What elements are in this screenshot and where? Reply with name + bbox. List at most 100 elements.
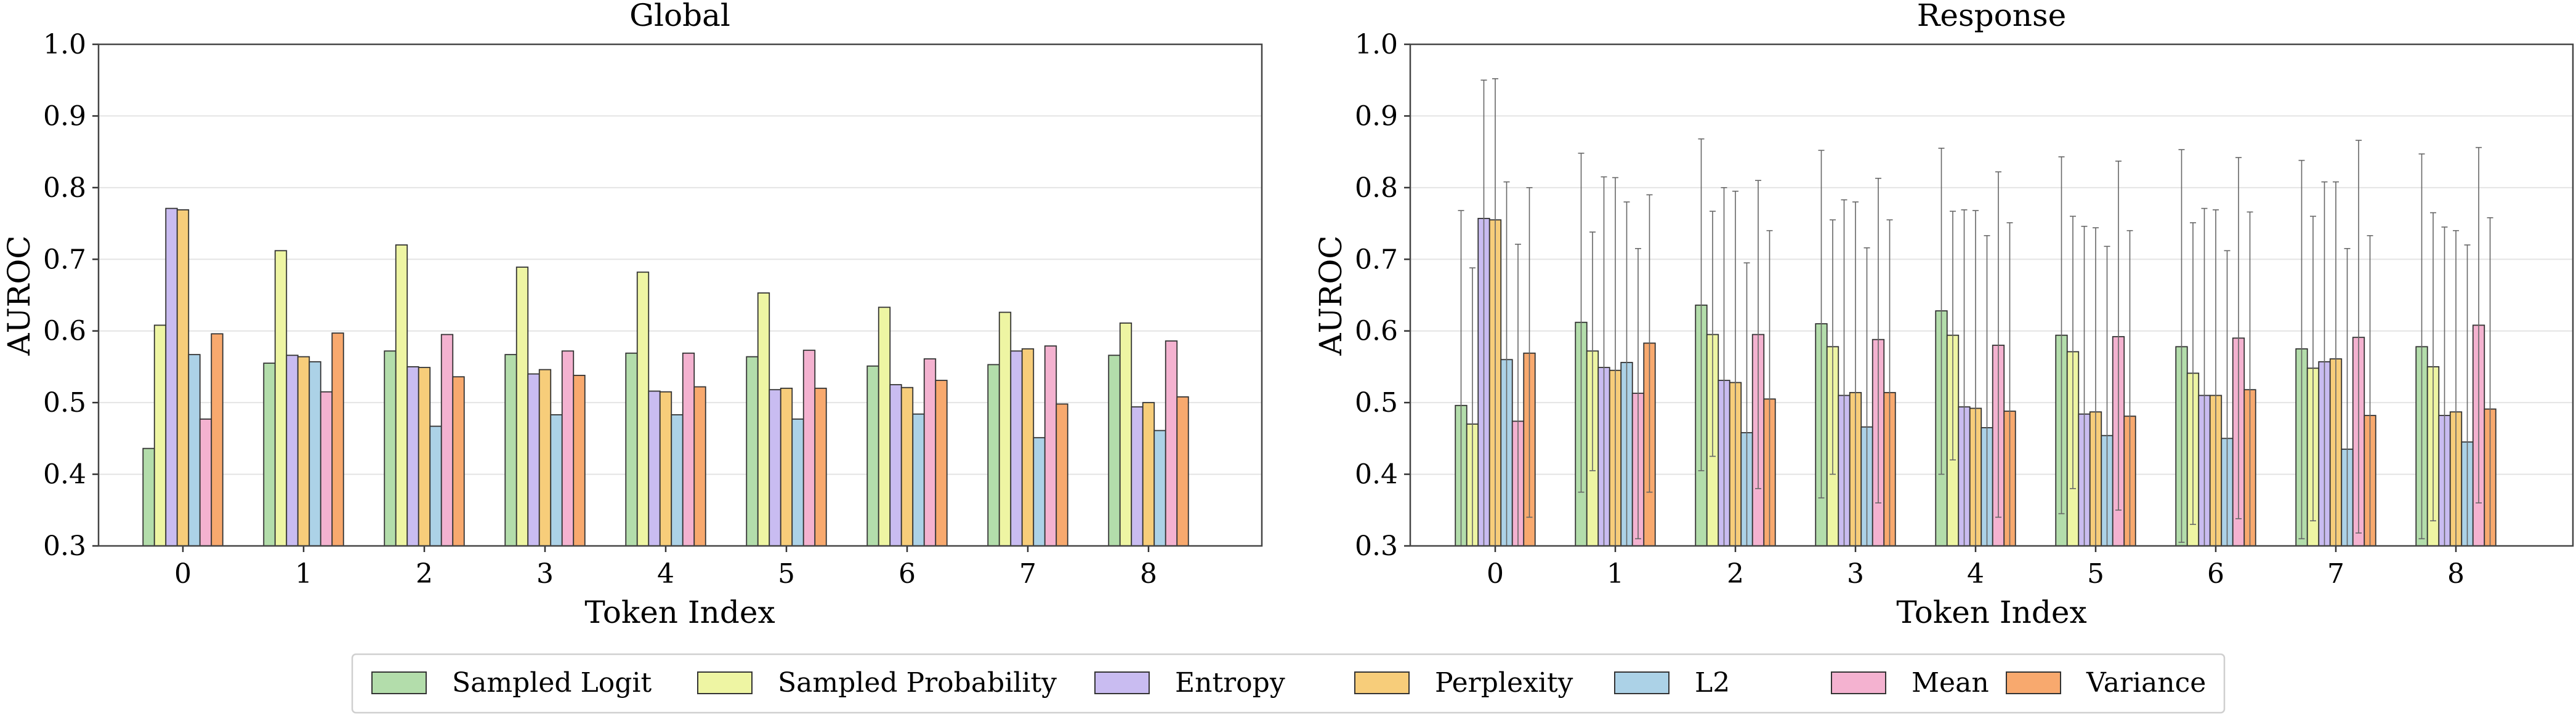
bar-l2 — [791, 419, 804, 547]
legend-label: Mean — [1912, 667, 1989, 699]
bar-sampled-logit — [746, 356, 759, 547]
bar-sampled-probability — [757, 292, 770, 547]
bar-mean — [320, 391, 333, 547]
bar-variance — [814, 387, 827, 547]
y-tick-label: 0.9 — [1355, 100, 1398, 132]
y-tick-label: 1.0 — [43, 29, 86, 60]
bar-sampled-probability — [998, 311, 1012, 547]
x-tick-label: 5 — [2087, 558, 2104, 590]
legend-label: L2 — [1695, 667, 1730, 699]
y-tick-label: 0.8 — [43, 172, 86, 204]
bar-sampled-logit — [866, 365, 879, 547]
y-tick-label: 0.9 — [43, 100, 86, 132]
y-axis-label: AUROC — [1, 235, 37, 356]
y-tick-label: 0.5 — [1355, 387, 1398, 419]
x-tick-label: 2 — [416, 558, 433, 590]
bar-sampled-probability — [274, 250, 288, 547]
bar-perplexity — [538, 369, 552, 547]
bar-entropy — [286, 354, 299, 547]
x-tick-label: 4 — [657, 558, 674, 590]
chart-response: Response 0.3 0.4 0.5 0.6 0.7 0.8 0.9 1.0 0 1 2 3 4 5… — [1313, 0, 2574, 630]
legend-swatch — [371, 671, 427, 694]
bar-mean — [561, 350, 575, 547]
bar-sampled-logit — [1108, 354, 1121, 547]
legend-swatch — [1831, 671, 1886, 694]
legend-swatch — [697, 671, 753, 694]
bar-l2 — [1153, 430, 1166, 547]
y-tick-label: 0.5 — [43, 387, 86, 419]
bar-perplexity — [176, 209, 190, 547]
bar-sampled-logit — [504, 354, 517, 547]
x-tick-label: 3 — [1847, 558, 1864, 590]
bar-sampled-logit — [625, 352, 638, 547]
x-tick-label: 7 — [1019, 558, 1036, 590]
bar-l2 — [550, 414, 563, 547]
x-tick-label: 8 — [2447, 558, 2465, 590]
bar-entropy — [527, 373, 540, 547]
x-tick-label: 8 — [1140, 558, 1157, 590]
x-axis-label: Token Index — [1896, 595, 2086, 630]
bar-mean — [1044, 345, 1057, 547]
bar-mean — [923, 358, 937, 547]
bar-perplexity — [780, 387, 793, 547]
bar-sampled-probability — [515, 266, 529, 547]
bar-entropy — [648, 390, 661, 547]
x-tick-label: 3 — [536, 558, 554, 590]
bar-entropy — [1010, 350, 1023, 547]
y-tick-label: 0.7 — [1355, 244, 1398, 275]
legend-label: Entropy — [1175, 667, 1285, 699]
bar-variance — [211, 333, 224, 547]
bar-variance — [331, 332, 344, 547]
plot-frame — [97, 43, 1263, 547]
bar-variance — [1176, 396, 1189, 547]
bar-variance — [573, 375, 586, 547]
x-axis-label: Token Index — [584, 595, 775, 630]
y-tick-label: 0.3 — [43, 531, 86, 562]
legend-label: Variance — [2086, 667, 2206, 699]
y-tick-label: 1.0 — [1355, 29, 1398, 60]
bar-entropy — [889, 384, 902, 547]
chart-title: Global — [629, 0, 730, 33]
x-tick-label: 7 — [2327, 558, 2344, 590]
bar-sampled-probability — [153, 324, 167, 547]
bar-perplexity — [297, 356, 310, 547]
bar-sampled-logit — [142, 447, 155, 547]
legend-label: Sampled Logit — [452, 667, 652, 699]
bar-variance — [693, 386, 706, 547]
bar-mean — [682, 352, 695, 547]
legend-swatch — [1354, 671, 1410, 694]
x-tick-label: 2 — [1727, 558, 1744, 590]
legend-frame — [351, 653, 2226, 714]
bar-sampled-probability — [636, 271, 650, 547]
x-tick-label: 0 — [174, 558, 192, 590]
legend: Sampled Logit Sampled Probability Entropy P… — [351, 653, 2226, 714]
y-tick-label: 0.6 — [1355, 316, 1398, 347]
bar-perplexity — [900, 387, 914, 547]
bar-perplexity — [659, 391, 672, 547]
x-tick-label: 4 — [1967, 558, 1984, 590]
chart-global: Global 0.3 0.4 0.5 0.6 0.7 0.8 0.9 1.0 0 1 2 3 4 5 6 7… — [1, 0, 1263, 630]
bar-l2 — [671, 414, 684, 547]
bar-perplexity — [1021, 348, 1035, 547]
bar-l2 — [912, 413, 925, 547]
x-tick-label: 0 — [1487, 558, 1504, 590]
bar-entropy — [406, 366, 419, 547]
x-tick-label: 6 — [2207, 558, 2224, 590]
legend-label: Sampled Probability — [778, 667, 1057, 699]
y-tick-label: 0.8 — [1355, 172, 1398, 204]
legend-swatch — [1094, 671, 1150, 694]
bar-mean — [199, 419, 212, 547]
bar-variance — [1056, 403, 1068, 547]
x-tick-label: 6 — [898, 558, 916, 590]
plot-frame — [1409, 43, 2574, 547]
chart-title: Response — [1917, 0, 2066, 33]
bar-mean — [1165, 340, 1178, 547]
y-axis-label: AUROC — [1313, 235, 1349, 356]
bar-perplexity — [418, 367, 431, 547]
bar-variance — [452, 376, 465, 547]
y-tick-label: 0.4 — [43, 459, 86, 491]
bar-l2 — [188, 354, 201, 547]
y-tick-label: 0.6 — [43, 316, 86, 347]
legend-swatch — [1614, 671, 1670, 694]
